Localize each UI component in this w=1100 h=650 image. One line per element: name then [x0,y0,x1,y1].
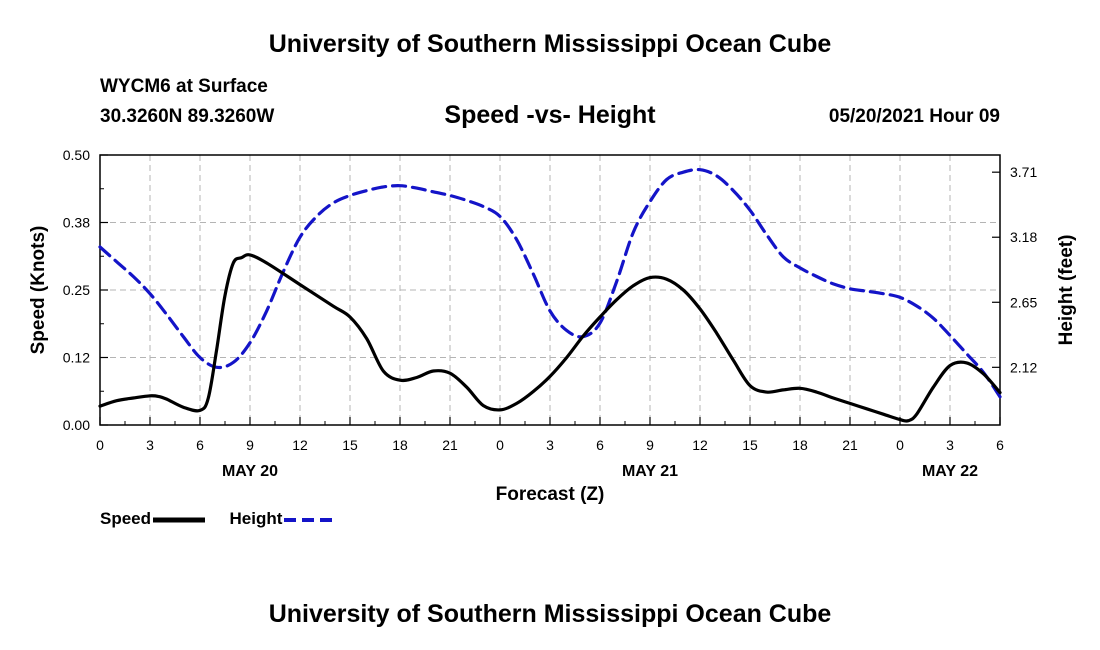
y-axis-label-right: Height (feet) [1056,235,1077,346]
x-tick-label: 0 [896,437,904,453]
x-tick-label: 3 [146,437,154,453]
series-layer [98,167,1002,423]
footer-title: University of Southern Mississippi Ocean… [268,600,832,628]
tick-layer: 0 3 6 9 12 15 18 21 0 3 6 9 12 15 18 21 0 3 6 MAY 20 MAY 21 M… [63,147,1038,480]
header-title: University of Southern Mississippi Ocean… [268,30,832,58]
y-left-tick-label: 0.25 [63,282,90,298]
legend: Speed Height [100,509,337,529]
x-tick-label: 21 [842,437,858,453]
y-right-tick-label: 2.65 [1010,294,1037,310]
chart-title: Speed -vs- Height [444,101,656,129]
x-tick-label: 15 [742,437,758,453]
height-series-line [98,167,1002,399]
x-tick-label: 12 [292,437,308,453]
y-left-tick-label: 0.38 [63,215,90,231]
y-right-tick-label: 2.12 [1010,359,1037,375]
station-label: WYCM6 at Surface [100,76,268,97]
x-tick-label: 6 [596,437,604,453]
x-day-label: MAY 22 [922,463,978,480]
x-tick-label: 18 [792,437,808,453]
y-left-tick-label: 0.50 [63,147,90,163]
y-right-tick-label: 3.18 [1010,229,1037,245]
x-day-label: MAY 20 [222,463,278,480]
legend-height-swatch [284,517,337,522]
y-right-tick-label: 3.71 [1010,164,1037,180]
station-coordinates: 30.3260N 89.3260W [100,106,275,127]
x-tick-label: 6 [196,437,204,453]
x-day-label: MAY 21 [622,463,678,480]
x-tick-label: 12 [692,437,708,453]
x-tick-label: 3 [546,437,554,453]
x-tick-label: 0 [96,437,104,453]
x-tick-label: 6 [996,437,1004,453]
legend-height-label: Height [229,509,283,528]
speed-series-line [98,253,1002,423]
x-tick-label: 0 [496,437,504,453]
legend-speed-label: Speed [100,509,152,528]
forecast-datetime: 05/20/2021 Hour 09 [828,106,1000,127]
x-tick-label: 3 [946,437,954,453]
x-tick-label: 9 [246,437,254,453]
grid-layer [100,155,1000,425]
y-left-tick-label: 0.12 [63,350,90,366]
x-tick-label: 15 [342,437,358,453]
legend-speed-swatch [153,517,206,523]
x-tick-label: 9 [646,437,654,453]
x-tick-label: 21 [442,437,458,453]
speed-height-chart: 0 3 6 9 12 15 18 21 0 3 6 9 12 15 18 21 0 3 6 MAY 20 MAY 21 M… [28,147,1077,505]
y-axis-label-left: Speed (Knots) [28,226,49,355]
y-left-tick-label: 0.00 [63,417,90,433]
x-tick-label: 18 [392,437,408,453]
x-axis-label: Forecast (Z) [496,484,605,505]
